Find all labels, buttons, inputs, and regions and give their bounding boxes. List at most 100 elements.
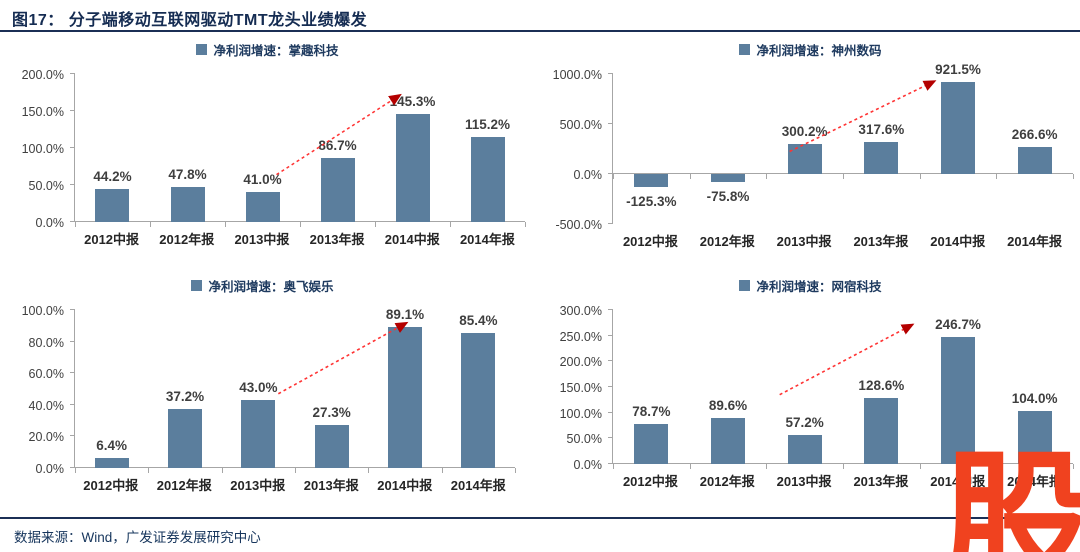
y-tick-mark: [608, 309, 613, 310]
x-axis-line: [75, 467, 515, 468]
legend: 净利润增速：掌趣科技: [10, 40, 525, 58]
y-axis: 0.0% 20.0% 40.0% 60.0% 80.0% 100.0%: [10, 304, 74, 476]
x-tick-mark: [996, 464, 998, 469]
chart-area: 0.0% 20.0% 40.0% 60.0% 80.0% 100.0% 6.4% 37.2%…: [10, 304, 516, 476]
y-tick-mark: [608, 123, 613, 124]
bar-2014年报: [470, 136, 505, 222]
y-tick-label: 300.0%: [559, 304, 602, 318]
bar-2012年报: [170, 186, 205, 222]
plot-area: -125.3% -75.8% 300.2% 317.6% 921.5% 266.6%: [608, 62, 1074, 224]
x-tick-label: 2012中报: [84, 232, 140, 247]
bar-2012中报: [634, 423, 669, 464]
chart-area: -500.0% 0.0% 500.0% 1000.0% -125.3% -75.8% 30…: [548, 62, 1074, 232]
y-axis: 0.0% 50.0% 100.0% 150.0% 200.0%: [10, 68, 74, 230]
bar-2014中报: [395, 114, 430, 222]
x-tick-label: 2012年报: [699, 234, 755, 249]
x-tick-label: 2014年报: [459, 232, 515, 247]
bar-2014年报: [1017, 410, 1052, 464]
y-tick-label: 20.0%: [28, 430, 64, 445]
x-tick-mark: [300, 222, 301, 227]
x-tick-label: 2014中报: [930, 234, 986, 249]
trend-arrow: [277, 321, 409, 395]
legend-swatch-icon: [196, 43, 208, 55]
x-tick-mark: [295, 468, 296, 473]
legend-label: 净利润增速：掌趣科技: [213, 43, 339, 58]
x-tick-mark: [525, 222, 526, 227]
bar-value-label: 246.7%: [935, 317, 981, 333]
chart-panel-aofei-yule: 净利润增速：奥飞娱乐 0.0% 20.0% 40.0% 60.0% 80.0% 100.0…: [10, 276, 516, 493]
y-tick-mark: [70, 184, 75, 185]
bar-value-label: 317.6%: [858, 122, 905, 138]
legend: 净利润增速：神州数码: [548, 40, 1073, 58]
bar-2013中报: [245, 191, 280, 222]
y-tick-label: 0.0%: [573, 168, 603, 182]
x-axis: 2012中报 2012年报 2013中报 2013年报 2014中报 2014年报: [74, 473, 515, 493]
data-source: 数据来源：Wind，广发证券发展研究中心: [14, 530, 261, 545]
x-tick-mark: [441, 468, 443, 473]
bar-value-label: 86.7%: [318, 137, 357, 153]
footer-divider: [0, 517, 1080, 519]
y-tick-mark: [608, 386, 613, 387]
x-tick-mark: [149, 222, 151, 227]
legend: 净利润增速：网宿科技: [548, 276, 1073, 294]
x-tick-mark: [766, 464, 768, 469]
y-tick-label: 150.0%: [21, 105, 64, 119]
x-tick-label: 2013年报: [853, 234, 909, 249]
y-tick-label: 0.0%: [573, 458, 603, 472]
y-tick-label: 200.0%: [559, 355, 602, 370]
x-tick-mark: [919, 174, 921, 179]
plot-area: 44.2% 47.8% 41.0% 86.7% 145.3% 115.2%: [70, 73, 526, 227]
y-tick-mark: [608, 223, 613, 224]
x-tick-mark: [996, 174, 998, 179]
y-axis: -500.0% 0.0% 500.0% 1000.0%: [548, 68, 612, 232]
x-axis-line: [613, 173, 1073, 174]
chart-area: 0.0% 50.0% 100.0% 150.0% 200.0% 250.0% 300.0% …: [548, 304, 1074, 472]
x-tick-mark: [148, 468, 150, 473]
trend-arrow: [789, 80, 937, 153]
y-tick-label: 100.0%: [21, 142, 64, 156]
bar-value-label: -75.8%: [706, 188, 750, 204]
bar-2012年报: [711, 418, 745, 464]
x-tick-label: 2012中报: [83, 478, 139, 493]
y-tick-mark: [608, 463, 613, 464]
bar-value-label: 104.0%: [1011, 390, 1058, 406]
plot-area: 6.4% 37.2% 43.0% 27.3% 89.1% 85.4%: [70, 307, 516, 473]
watermark-stamp: 股: [942, 435, 1080, 552]
bar-2014年报: [1017, 147, 1052, 174]
y-tick-label: -500.0%: [555, 218, 602, 232]
y-tick-mark: [608, 360, 613, 362]
y-tick-mark: [70, 309, 75, 310]
y-tick-label: 200.0%: [21, 68, 64, 82]
x-tick-mark: [224, 222, 226, 227]
x-tick-mark: [613, 174, 614, 179]
chart-panel-wangsu-keji: 净利润增速：网宿科技 0.0% 50.0% 100.0% 150.0% 200.0% 25…: [548, 276, 1074, 489]
x-tick-label: 2014年报: [450, 478, 506, 493]
x-axis: 2012中报 2012年报 2013中报 2013年报 2014中报 2014年报: [612, 229, 1073, 249]
bar-value-label: 89.6%: [708, 398, 748, 414]
y-tick-mark: [70, 340, 75, 342]
bar-value-label: 41.0%: [243, 171, 282, 187]
x-axis-line: [613, 463, 1073, 464]
x-axis: 2012中报 2012年报 2013中报 2013年报 2014中报 2014年报: [612, 469, 1073, 489]
bar-2012年报: [711, 174, 745, 182]
y-tick-label: 100.0%: [21, 304, 64, 318]
chart-panel-shenzhou-shuma: 净利润增速：神州数码 -500.0% 0.0% 500.0% 1000.0% -125…: [548, 40, 1074, 249]
y-tick-mark: [70, 435, 75, 437]
y-tick-mark: [70, 110, 75, 111]
x-tick-mark: [843, 174, 844, 179]
plot-area: 78.7% 89.6% 57.2% 128.6% 246.7% 104.0%: [608, 309, 1074, 469]
x-tick-mark: [689, 174, 691, 179]
y-tick-label: 250.0%: [559, 329, 602, 344]
x-tick-label: 2014中报: [377, 478, 433, 493]
y-tick-label: 150.0%: [559, 381, 602, 395]
x-tick-label: 2012年报: [156, 478, 212, 493]
bar-value-label: 128.6%: [858, 378, 905, 393]
bar-value-label: 921.5%: [935, 61, 981, 77]
bar-value-label: 43.0%: [239, 380, 278, 396]
bar-2013年报: [314, 424, 349, 468]
y-tick-label: 100.0%: [559, 406, 602, 421]
x-tick-mark: [843, 464, 844, 469]
bar-value-label: 47.8%: [168, 166, 207, 182]
x-tick-label: 2014中报: [384, 232, 440, 247]
